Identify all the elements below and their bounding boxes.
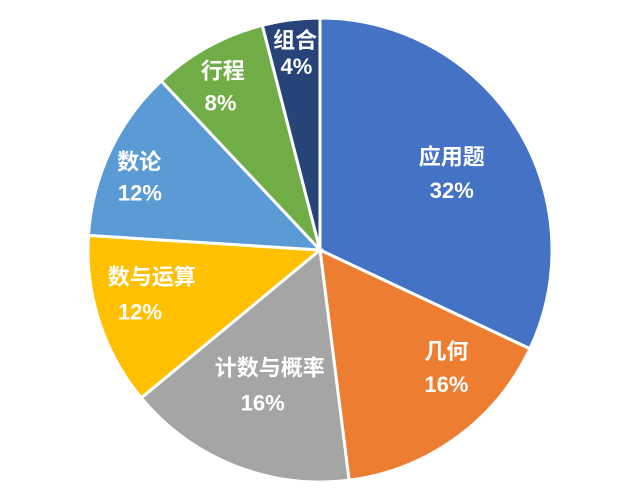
svg-text:16%: 16% xyxy=(241,391,285,416)
svg-text:数论: 数论 xyxy=(117,150,161,175)
svg-text:4%: 4% xyxy=(281,54,313,79)
svg-text:组合: 组合 xyxy=(273,28,317,53)
svg-text:行程: 行程 xyxy=(201,59,245,84)
svg-text:几何: 几何 xyxy=(424,339,468,364)
svg-text:16%: 16% xyxy=(424,372,468,397)
svg-text:计数与概率: 计数与概率 xyxy=(215,356,325,381)
svg-text:12%: 12% xyxy=(118,300,162,325)
svg-text:数与运算: 数与运算 xyxy=(108,265,196,290)
svg-text:8%: 8% xyxy=(205,90,237,115)
svg-text:应用题: 应用题 xyxy=(419,144,485,169)
svg-text:12%: 12% xyxy=(118,181,162,206)
svg-text:32%: 32% xyxy=(430,178,474,203)
